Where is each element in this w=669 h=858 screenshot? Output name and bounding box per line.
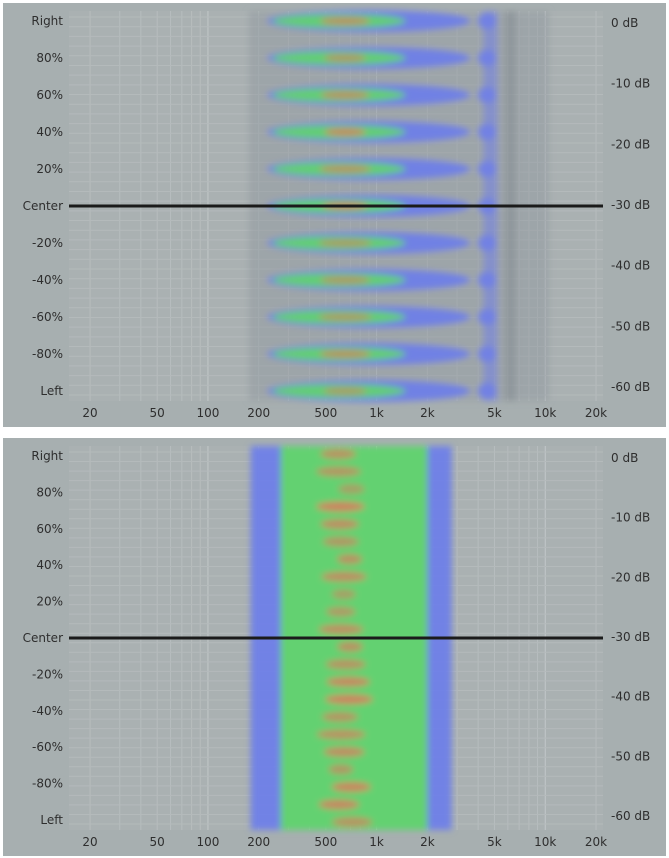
y-tick-label-left: 40% xyxy=(36,558,63,572)
y-tick-label-right: -20 dB xyxy=(611,570,650,584)
x-tick-label: 5k xyxy=(487,835,502,849)
x-tick-label: 50 xyxy=(150,835,165,849)
x-tick-label: 20k xyxy=(585,835,607,849)
x-tick-label: 200 xyxy=(247,835,270,849)
y-tick-label-right: -40 dB xyxy=(611,259,650,273)
x-tick-label: 10k xyxy=(534,406,556,420)
x-tick-label: 10k xyxy=(534,835,556,849)
x-tick-label: 500 xyxy=(314,835,337,849)
y-tick-label-right: -60 dB xyxy=(611,380,650,394)
x-tick-label: 2k xyxy=(420,406,435,420)
y-tick-label-left: 80% xyxy=(36,485,63,499)
y-tick-label-left: -40% xyxy=(32,704,63,718)
bottom-spectrum-panel: Right 80% 60% 40% 20% Center -20% -40% -60% -80% L… xyxy=(3,438,666,856)
x-tick-label: 500 xyxy=(314,406,337,420)
x-tick-label: 2k xyxy=(420,835,435,849)
y-tick-label-right: -20 dB xyxy=(611,137,650,151)
y-tick-label-left: 40% xyxy=(36,125,63,139)
y-tick-label-right: 0 dB xyxy=(611,16,638,30)
y-tick-label-right: -30 dB xyxy=(611,198,650,212)
y-tick-label-right: -10 dB xyxy=(611,77,650,91)
x-tick-label: 1k xyxy=(369,835,384,849)
y-tick-label-right: -50 dB xyxy=(611,749,650,763)
y-tick-label-left: -20% xyxy=(32,236,63,250)
x-tick-label: 100 xyxy=(196,406,219,420)
y-tick-label-left: -80% xyxy=(32,347,63,361)
y-tick-label-right: -40 dB xyxy=(611,690,650,704)
x-tick-label: 200 xyxy=(247,406,270,420)
y-tick-label-left: 20% xyxy=(36,162,63,176)
y-tick-label-left: -40% xyxy=(32,273,63,287)
y-tick-label-right: -60 dB xyxy=(611,809,650,823)
x-tick-label: 100 xyxy=(196,835,219,849)
panel-divider xyxy=(0,429,669,436)
y-tick-label-right: -30 dB xyxy=(611,630,650,644)
y-tick-label-left: 60% xyxy=(36,88,63,102)
y-tick-label-left: Right xyxy=(31,14,63,28)
y-tick-label-left: Right xyxy=(31,449,63,463)
y-tick-label-right: 0 dB xyxy=(611,451,638,465)
y-tick-label-left: -80% xyxy=(32,777,63,791)
x-tick-label: 1k xyxy=(369,406,384,420)
y-tick-label-left: 60% xyxy=(36,522,63,536)
y-tick-label-left: -20% xyxy=(32,667,63,681)
x-tick-label: 50 xyxy=(150,406,165,420)
x-tick-label: 20k xyxy=(585,406,607,420)
y-tick-label-left: -60% xyxy=(32,310,63,324)
y-tick-label-right: -50 dB xyxy=(611,319,650,333)
bottom-phase-spectrum-chart: Right 80% 60% 40% 20% Center -20% -40% -60% -80% L… xyxy=(23,446,650,849)
y-tick-label-left: 80% xyxy=(36,51,63,65)
y-tick-label-left: Center xyxy=(23,199,63,213)
top-spectrum-panel: Right 80% 60% 40% 20% Center -20% -40% -60% -80% L… xyxy=(3,3,666,427)
x-tick-label: 20 xyxy=(82,835,97,849)
x-tick-label: 5k xyxy=(487,406,502,420)
y-tick-label-left: Center xyxy=(23,631,63,645)
y-tick-label-left: Left xyxy=(40,813,63,827)
y-tick-label-left: -60% xyxy=(32,740,63,754)
y-tick-label-left: 20% xyxy=(36,595,63,609)
top-phase-spectrum-chart: Right 80% 60% 40% 20% Center -20% -40% -60% -80% L… xyxy=(23,10,650,420)
y-tick-label-left: Left xyxy=(40,384,63,398)
y-tick-label-right: -10 dB xyxy=(611,511,650,525)
x-tick-label: 20 xyxy=(82,406,97,420)
